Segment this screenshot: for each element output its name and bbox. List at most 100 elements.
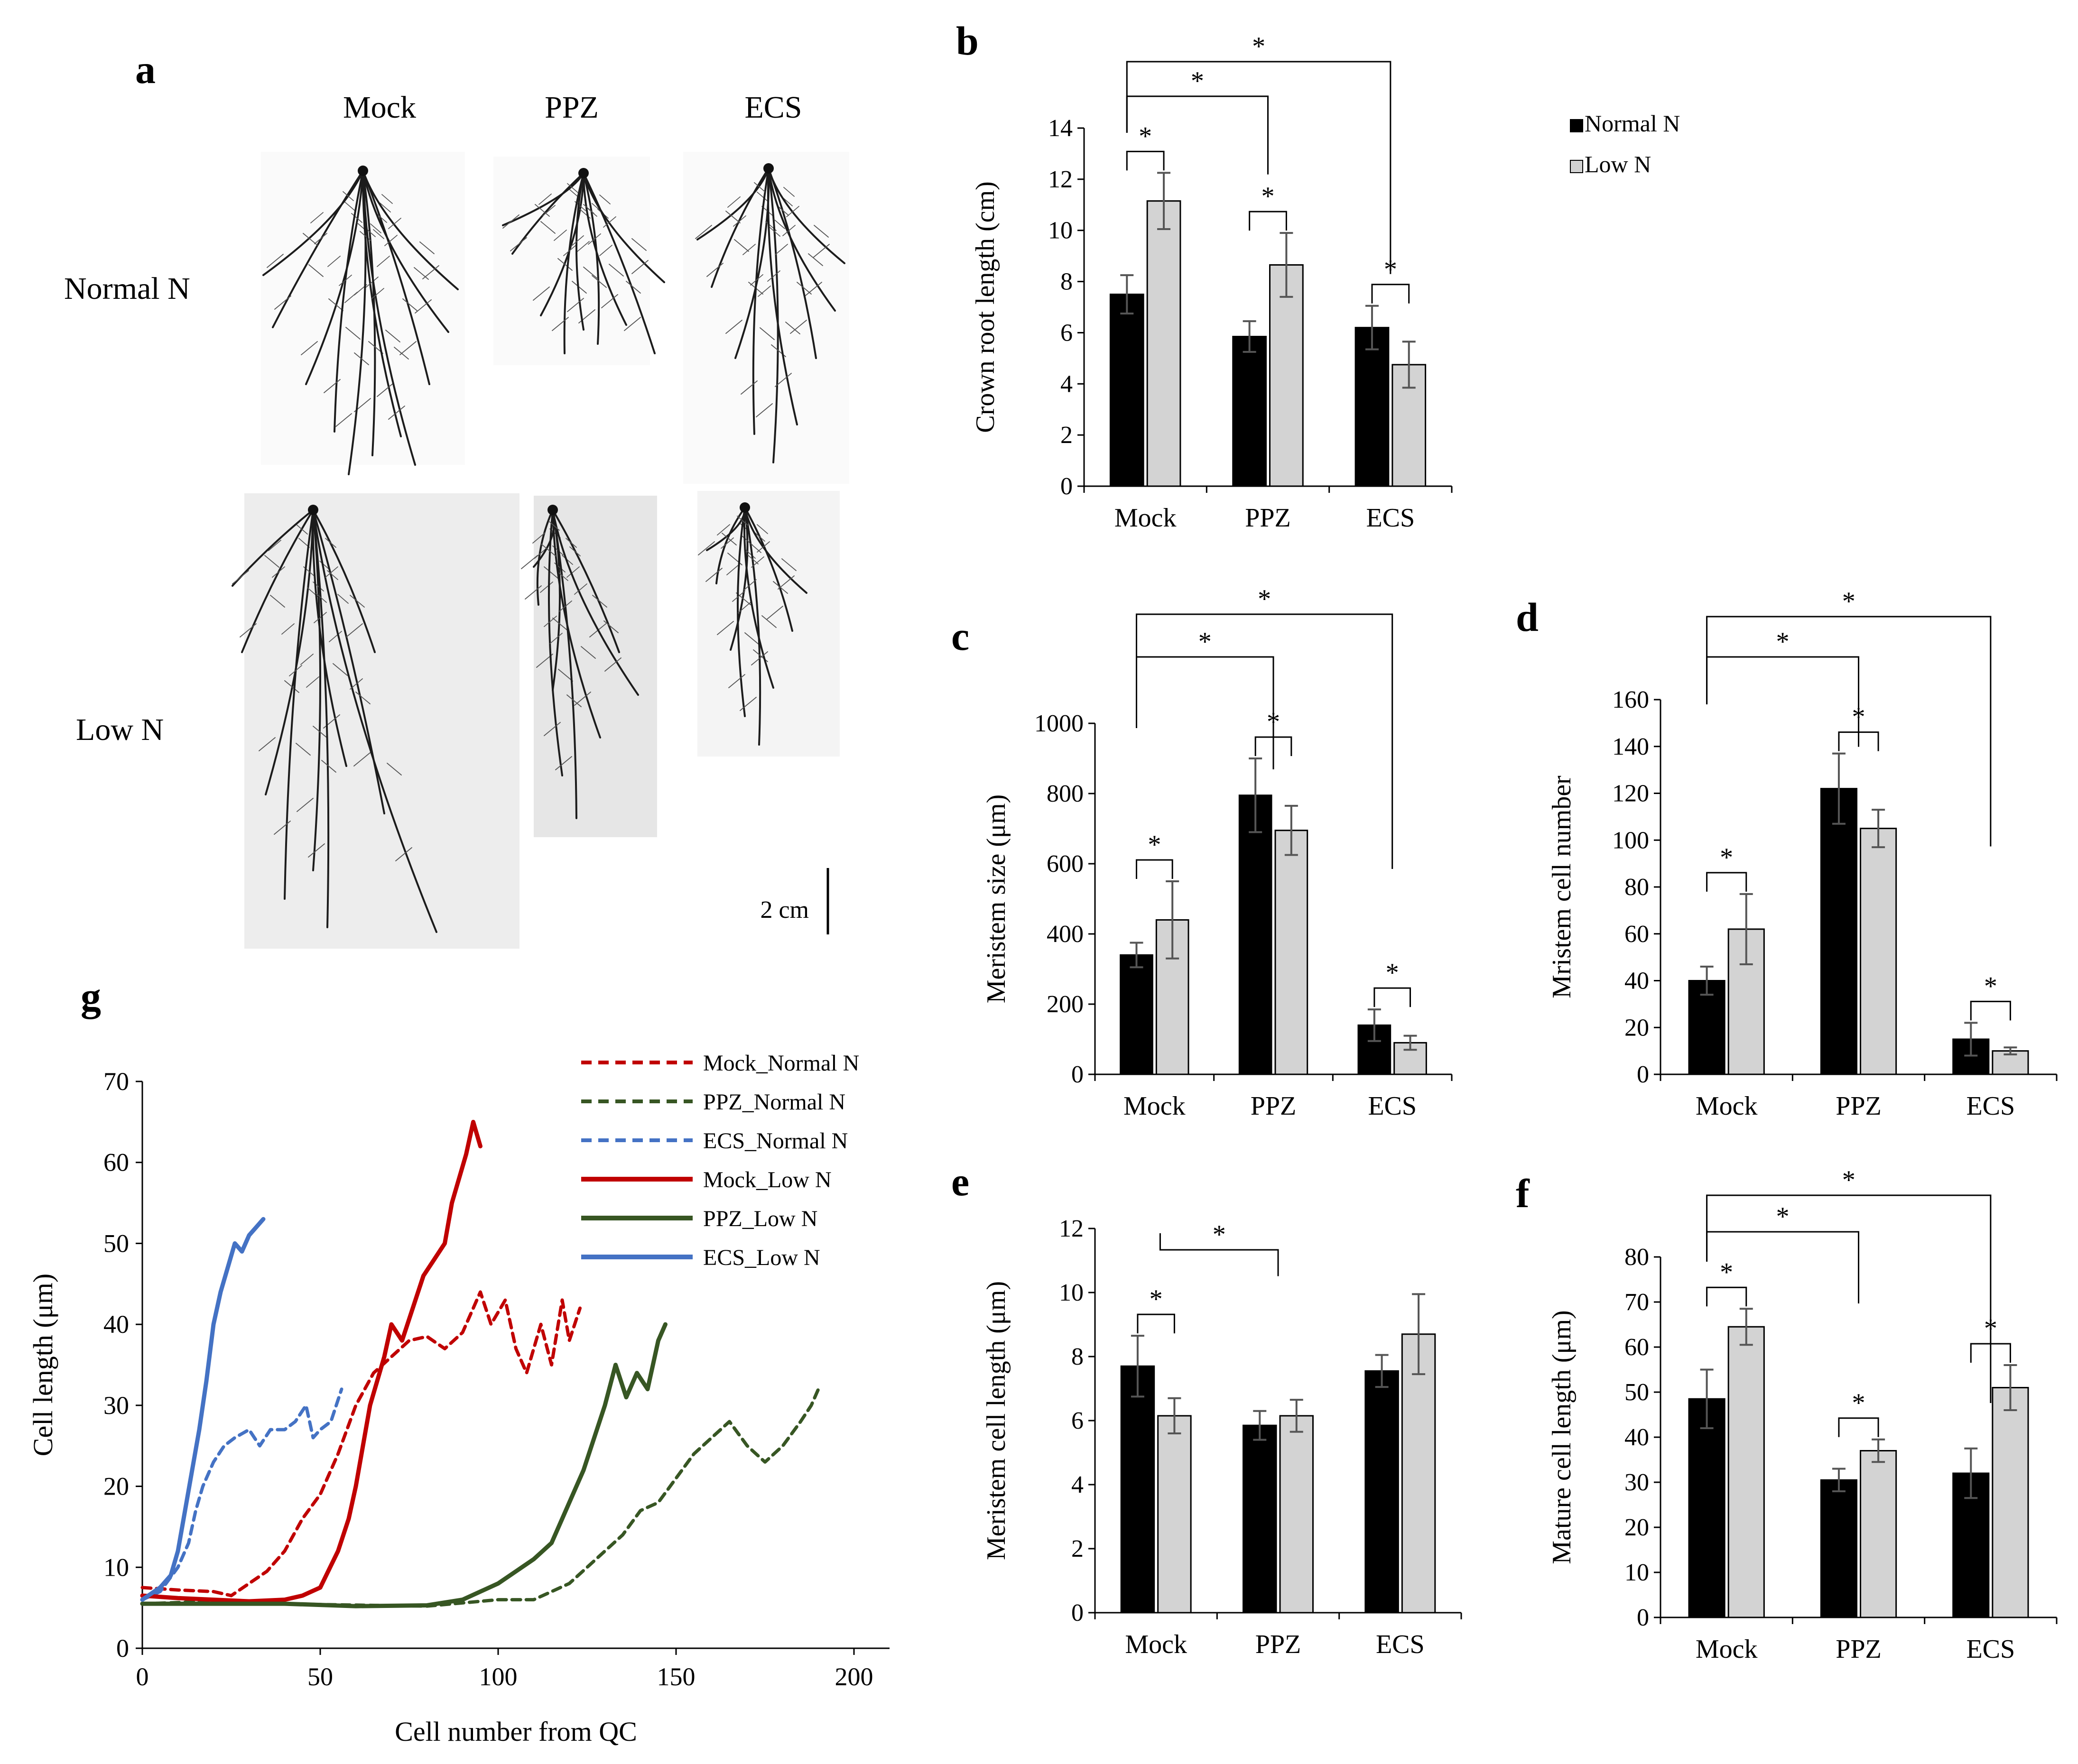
root-lateral xyxy=(737,516,748,526)
root-main xyxy=(744,507,807,594)
root-lateral xyxy=(761,615,777,628)
x-tick-label: 50 xyxy=(307,1662,333,1691)
root-lateral xyxy=(740,697,757,711)
y-tick-label: 100 xyxy=(1612,827,1649,854)
root-crown xyxy=(358,166,368,176)
root-lateral xyxy=(758,286,771,297)
root-main xyxy=(583,172,627,326)
root-lateral xyxy=(327,256,341,267)
x-tick-label: ECS xyxy=(1966,1635,2015,1664)
root-lateral xyxy=(377,256,390,267)
root-lateral xyxy=(335,413,352,427)
y-tick-label: 2 xyxy=(1071,1535,1084,1562)
root-lateral xyxy=(569,546,581,556)
root-crown xyxy=(740,502,750,513)
pair-bracket xyxy=(1371,284,1410,304)
y-axis-label: Mature cell length (μm) xyxy=(1547,1310,1577,1564)
root-lateral xyxy=(766,606,783,620)
photo-row-low: Low N xyxy=(76,712,164,747)
root-lateral xyxy=(274,821,291,835)
group-bracket xyxy=(1159,1233,1279,1276)
root-main xyxy=(744,507,761,746)
root-lateral xyxy=(541,544,556,556)
y-tick-label: 0 xyxy=(1071,1061,1084,1088)
bar-legend: Normal N Low N xyxy=(1570,110,1680,177)
x-tick-label: 0 xyxy=(136,1662,149,1691)
root-lateral xyxy=(599,245,612,256)
bar-low xyxy=(1269,264,1304,487)
photo-backgrounds xyxy=(244,152,849,949)
root-lateral xyxy=(744,632,760,645)
significance-star: * xyxy=(1148,830,1161,859)
root-lateral xyxy=(698,541,715,555)
photo-row-normal: Normal N xyxy=(64,271,190,306)
group-bracket xyxy=(1135,656,1274,769)
root-lateral xyxy=(601,294,618,308)
y-tick-label: 14 xyxy=(1048,115,1073,142)
y-tick-label: 12 xyxy=(1059,1215,1084,1242)
root-lateral xyxy=(289,665,302,676)
root-systems xyxy=(232,163,845,933)
root-lateral xyxy=(354,352,369,365)
root-lateral xyxy=(328,298,343,311)
root-lateral xyxy=(743,579,757,591)
root-lateral xyxy=(552,618,567,630)
root-lateral xyxy=(750,543,761,553)
root-lateral xyxy=(310,212,324,223)
root-lateral xyxy=(394,347,409,360)
root-lateral xyxy=(781,558,797,571)
root-lateral xyxy=(284,680,299,693)
legend-label: Mock_Low N xyxy=(703,1167,832,1192)
root-crown xyxy=(763,163,774,174)
root-lateral xyxy=(566,694,582,707)
significance-star: * xyxy=(1198,627,1212,656)
series-line-mock-low-n xyxy=(140,1119,482,1604)
group-bracket xyxy=(1706,1194,1992,1403)
root-lateral xyxy=(554,230,567,241)
root-lateral xyxy=(272,566,285,578)
pair-bracket xyxy=(1249,211,1287,231)
root-lateral xyxy=(306,676,319,688)
bar-normal xyxy=(1820,788,1858,1075)
y-tick-label: 2 xyxy=(1060,422,1073,449)
root-main xyxy=(743,507,774,689)
root-lateral xyxy=(350,678,363,690)
y-tick-label: 1000 xyxy=(1034,710,1084,737)
root-lateral xyxy=(384,235,398,246)
series-line-mock-normal-n xyxy=(140,1290,582,1598)
root-lateral xyxy=(592,595,607,608)
root-lateral xyxy=(695,225,712,239)
root-lateral xyxy=(240,623,257,637)
root-lateral xyxy=(721,537,734,549)
chart-f-mature-cell-length: 0 10 20 30 40 50 60 70 80 Mature cell length (μm)… xyxy=(1547,1165,2058,1664)
root-lateral xyxy=(314,233,327,244)
bar-normal xyxy=(1120,954,1153,1075)
root-lateral xyxy=(805,282,822,296)
root-main xyxy=(552,509,577,819)
root-lateral xyxy=(532,532,546,544)
root-lateral xyxy=(502,214,520,229)
root-main xyxy=(533,509,556,568)
bar-low xyxy=(1146,200,1181,487)
y-tick-label: 0 xyxy=(116,1634,129,1662)
x-tick-label: PPZ xyxy=(1836,1091,1882,1121)
root-main xyxy=(334,170,364,433)
root-main xyxy=(536,509,554,606)
pair-bracket xyxy=(1135,859,1173,879)
y-tick-label: 10 xyxy=(103,1553,129,1581)
root-lateral xyxy=(315,593,327,603)
significance-star: * xyxy=(1852,1388,1865,1418)
y-tick-label: 80 xyxy=(1624,874,1649,901)
pair-bracket xyxy=(1126,150,1165,171)
bar-normal xyxy=(1354,327,1390,487)
y-tick-label: 600 xyxy=(1047,850,1084,877)
root-lateral xyxy=(599,194,611,204)
root-lateral xyxy=(399,341,417,355)
bar-normal xyxy=(1109,294,1144,487)
root-main xyxy=(284,509,314,900)
root-lateral xyxy=(552,317,569,331)
root-lateral xyxy=(751,556,764,568)
root-lateral xyxy=(626,281,641,294)
bar-normal xyxy=(1820,1479,1858,1618)
root-lateral xyxy=(747,554,759,564)
